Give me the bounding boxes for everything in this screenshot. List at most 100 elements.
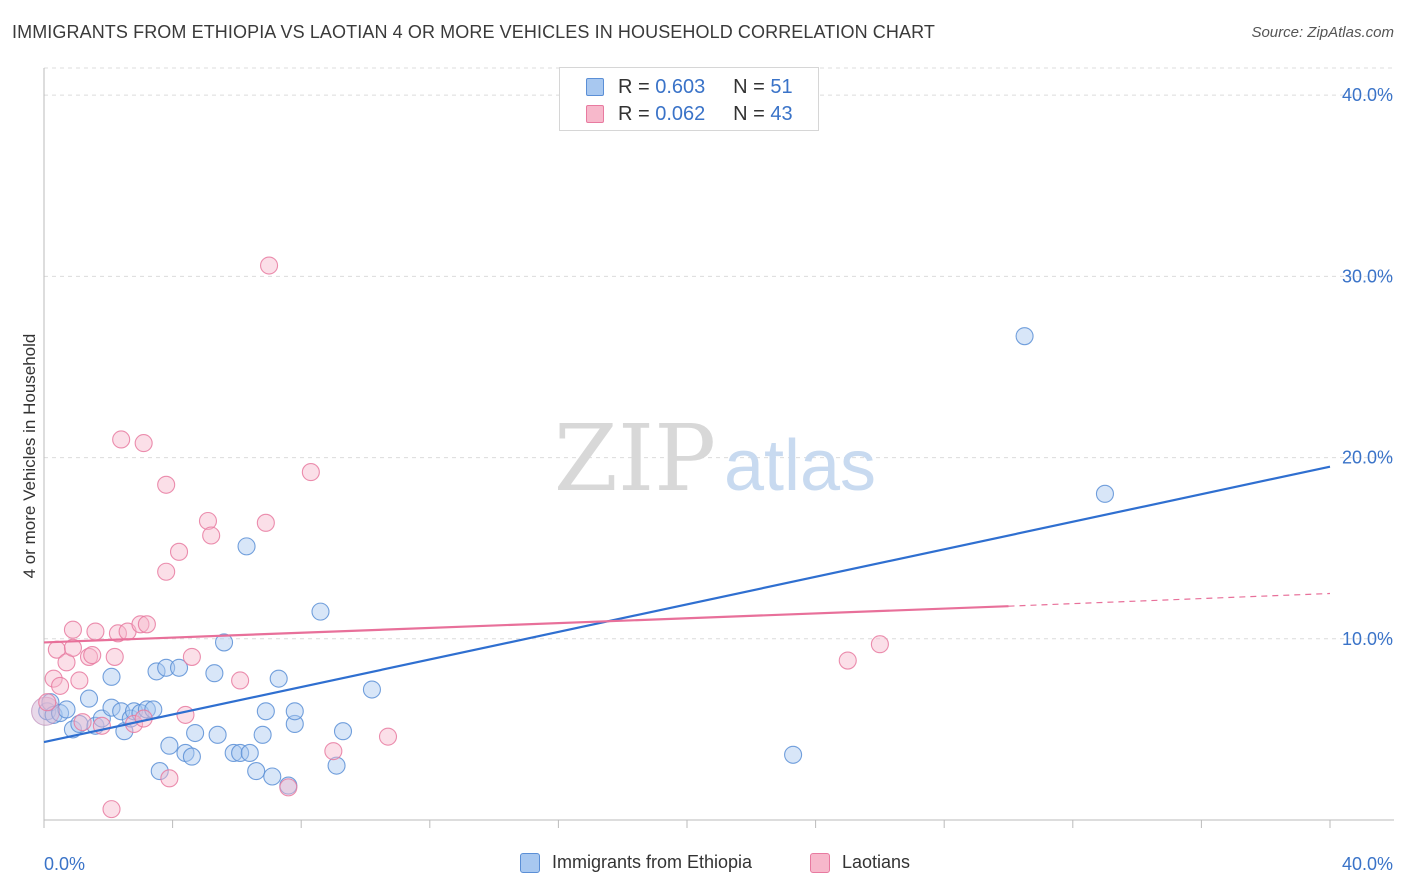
point-laotians xyxy=(324,742,343,761)
point-ethiopia xyxy=(333,722,353,741)
watermark: ZIP atlas xyxy=(554,405,876,512)
point-laotians xyxy=(38,693,57,712)
point-laotians xyxy=(231,671,250,690)
point-ethiopia xyxy=(186,723,205,743)
point-laotians xyxy=(870,635,889,654)
point-ethiopia xyxy=(57,700,76,719)
legend-label-laotians: Laotians xyxy=(842,852,911,872)
point-ethiopia xyxy=(160,736,179,755)
point-ethiopia xyxy=(1015,327,1034,346)
point-ethiopia xyxy=(256,702,275,721)
point-ethiopia xyxy=(784,745,803,764)
point-laotians xyxy=(112,430,131,449)
point-laotians xyxy=(63,638,82,657)
x-tick-label: 40.0% xyxy=(1342,854,1393,874)
chart-title: IMMIGRANTS FROM ETHIOPIA VS LAOTIAN 4 OR… xyxy=(12,22,935,42)
point-laotians xyxy=(134,434,153,453)
point-ethiopia xyxy=(362,680,381,699)
point-ethiopia xyxy=(112,702,131,721)
point-ethiopia xyxy=(263,767,282,786)
point-laotians xyxy=(157,475,176,494)
point-ethiopia xyxy=(240,743,259,763)
point-ethiopia xyxy=(182,747,201,766)
point-ethiopia xyxy=(269,669,288,688)
point-laotians xyxy=(301,463,320,482)
point-ethiopia xyxy=(208,725,227,744)
point-laotians xyxy=(202,526,221,545)
point-laotians xyxy=(838,651,857,670)
point-laotians xyxy=(86,622,105,641)
point-ethiopia xyxy=(285,702,304,721)
point-ethiopia xyxy=(147,662,166,681)
point-ethiopia xyxy=(157,658,176,677)
point-laotians xyxy=(378,727,398,746)
legend-swatch-ethiopia xyxy=(586,78,604,96)
y-tick-label: 20.0% xyxy=(1342,448,1393,468)
point-laotians xyxy=(182,647,201,666)
r-value: 0.603 xyxy=(655,75,706,98)
point-ethiopia xyxy=(1095,484,1114,503)
point-ethiopia xyxy=(79,689,99,708)
y-tick-label: 10.0% xyxy=(1342,629,1393,649)
tick-labels: 10.0% 20.0% 30.0% 40.0% 0.0% 40.0% xyxy=(44,85,1393,874)
point-ethiopia xyxy=(285,714,304,734)
r-value: 0.062 xyxy=(655,102,706,125)
point-ethiopia xyxy=(231,743,250,763)
trend-extension-laotians xyxy=(1008,592,1331,607)
n-value: 51 xyxy=(770,75,793,98)
point-laotians xyxy=(169,542,189,561)
point-ethiopia xyxy=(205,664,224,683)
watermark-atlas: atlas xyxy=(724,426,876,506)
watermark-zip: ZIP xyxy=(554,405,716,512)
point-ethiopia xyxy=(311,602,330,621)
legend-item-laotians: Laotians xyxy=(810,852,910,873)
trend-line-ethiopia xyxy=(43,465,1331,744)
point-ethiopia xyxy=(214,633,234,652)
axes xyxy=(43,68,1394,828)
legend-label-ethiopia: Immigrants from Ethiopia xyxy=(552,852,753,872)
n-value: 43 xyxy=(770,102,793,125)
point-laotians xyxy=(259,256,279,275)
trend-lines xyxy=(43,465,1331,744)
point-laotians xyxy=(79,647,99,666)
point-laotians xyxy=(160,769,179,788)
point-laotians xyxy=(73,713,92,732)
point-ethiopia xyxy=(102,667,121,686)
point-ethiopia xyxy=(102,698,121,717)
x-tick-label: 0.0% xyxy=(44,854,85,874)
point-laotians xyxy=(131,615,150,634)
r-label: R = xyxy=(618,75,650,98)
point-laotians xyxy=(137,615,156,634)
source-credit: Source: ZipAtlas.com xyxy=(1251,24,1394,41)
point-laotians xyxy=(83,646,102,665)
n-label: N = xyxy=(733,75,765,98)
legend-swatch-laotians xyxy=(586,105,604,123)
point-laotians xyxy=(51,676,70,695)
legend-swatch-ethiopia xyxy=(520,852,540,873)
point-laotians xyxy=(44,669,63,688)
series-legend: Immigrants from Ethiopia Laotians xyxy=(0,852,1406,878)
r-label: R = xyxy=(618,102,650,125)
point-laotians xyxy=(279,778,298,797)
y-tick-label: 30.0% xyxy=(1342,266,1393,286)
point-ethiopia xyxy=(70,714,89,734)
data-points xyxy=(31,256,1114,819)
legend-item-ethiopia: Immigrants from Ethiopia xyxy=(520,852,752,873)
point-laotians xyxy=(63,620,82,639)
point-ethiopia xyxy=(247,762,266,781)
legend-swatch-laotians xyxy=(810,852,830,873)
point-laotians xyxy=(157,562,176,581)
point-ethiopia xyxy=(253,725,272,744)
point-laotians xyxy=(198,511,218,531)
point-laotians xyxy=(70,671,89,690)
point-laotians xyxy=(102,800,121,819)
point-ethiopia xyxy=(224,743,243,763)
correlation-legend: R = 0.603 N = 51 R = 0.062 N = 43 xyxy=(559,67,819,131)
point-laotians xyxy=(256,513,275,532)
point-laotians xyxy=(105,647,124,666)
point-ethiopia xyxy=(169,658,189,677)
y-tick-label: 40.0% xyxy=(1342,85,1393,105)
n-label: N = xyxy=(733,102,765,125)
point-ethiopia xyxy=(150,762,169,781)
